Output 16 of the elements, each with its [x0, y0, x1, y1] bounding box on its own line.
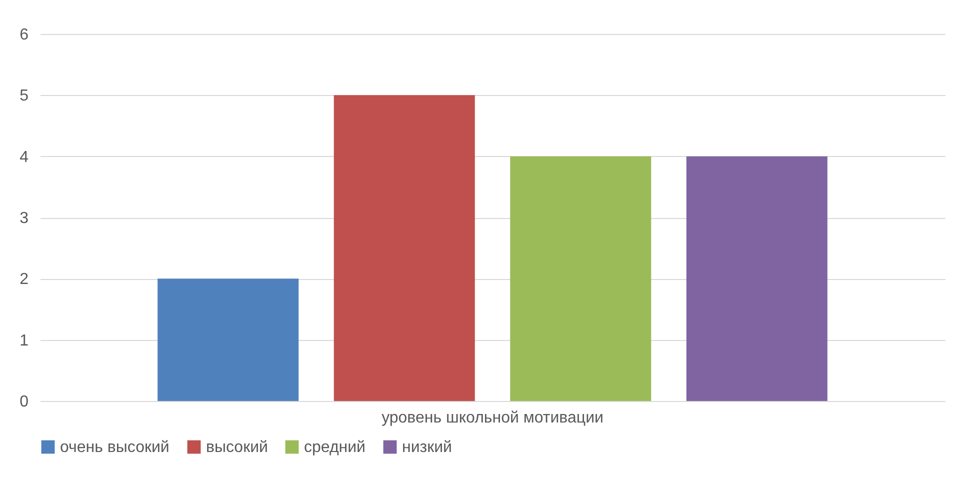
y-tick-label: 6: [20, 26, 29, 44]
legend-label: очень высокий: [60, 439, 170, 456]
y-tick-label: 4: [20, 148, 29, 166]
bar: [334, 95, 475, 401]
bar: [158, 278, 299, 401]
y-tick-label: 0: [20, 394, 29, 410]
legend-label: высокий: [206, 439, 268, 456]
y-tick-label: 3: [20, 210, 29, 227]
y-tick-label: 2: [20, 271, 29, 288]
y-tick-label: 5: [20, 88, 29, 105]
legend-label: средний: [304, 439, 366, 456]
y-tick-label: 1: [20, 332, 29, 350]
bar: [686, 156, 828, 401]
x-tick-label: уровень школьной мотивации: [382, 410, 604, 426]
legend-label: низкий: [402, 439, 452, 456]
bar: [510, 156, 652, 401]
